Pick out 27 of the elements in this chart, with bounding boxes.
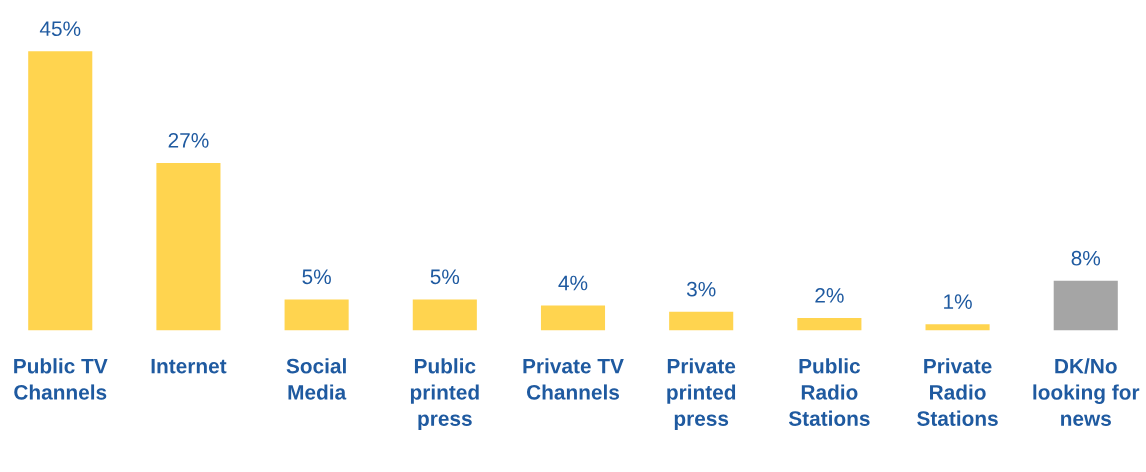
x-tick-label: Private printed press: [667, 358, 736, 431]
bar: [1053, 280, 1118, 331]
bar: [669, 311, 734, 331]
data-label: 27%: [168, 132, 209, 148]
x-tick-label: Private Radio Stations: [917, 358, 998, 426]
data-label: 5%: [302, 269, 331, 285]
data-label: 8%: [1071, 250, 1101, 266]
bar: [28, 51, 93, 331]
bar: [412, 299, 477, 331]
x-tick-label: DK/No looking for news: [1033, 358, 1140, 426]
bar: [540, 305, 606, 331]
bar: [156, 162, 221, 331]
x-tick-label: Internet: [151, 358, 227, 374]
x-tick-label: Public TV Channels: [14, 358, 108, 400]
x-tick-label: Social Media: [286, 358, 347, 400]
data-label: 1%: [944, 294, 972, 309]
data-label: 2%: [815, 288, 844, 303]
data-label: 45%: [39, 21, 81, 37]
bar: [284, 299, 349, 331]
bar: [925, 324, 990, 331]
x-tick-label: Public Radio Stations: [788, 358, 870, 426]
data-label: 4%: [558, 275, 588, 291]
x-tick-label: Private TV Channels: [523, 358, 624, 400]
bar: [797, 318, 862, 331]
data-label: 3%: [686, 281, 716, 297]
x-tick-label: Public printed press: [410, 358, 479, 431]
data-label: 5%: [430, 269, 460, 285]
